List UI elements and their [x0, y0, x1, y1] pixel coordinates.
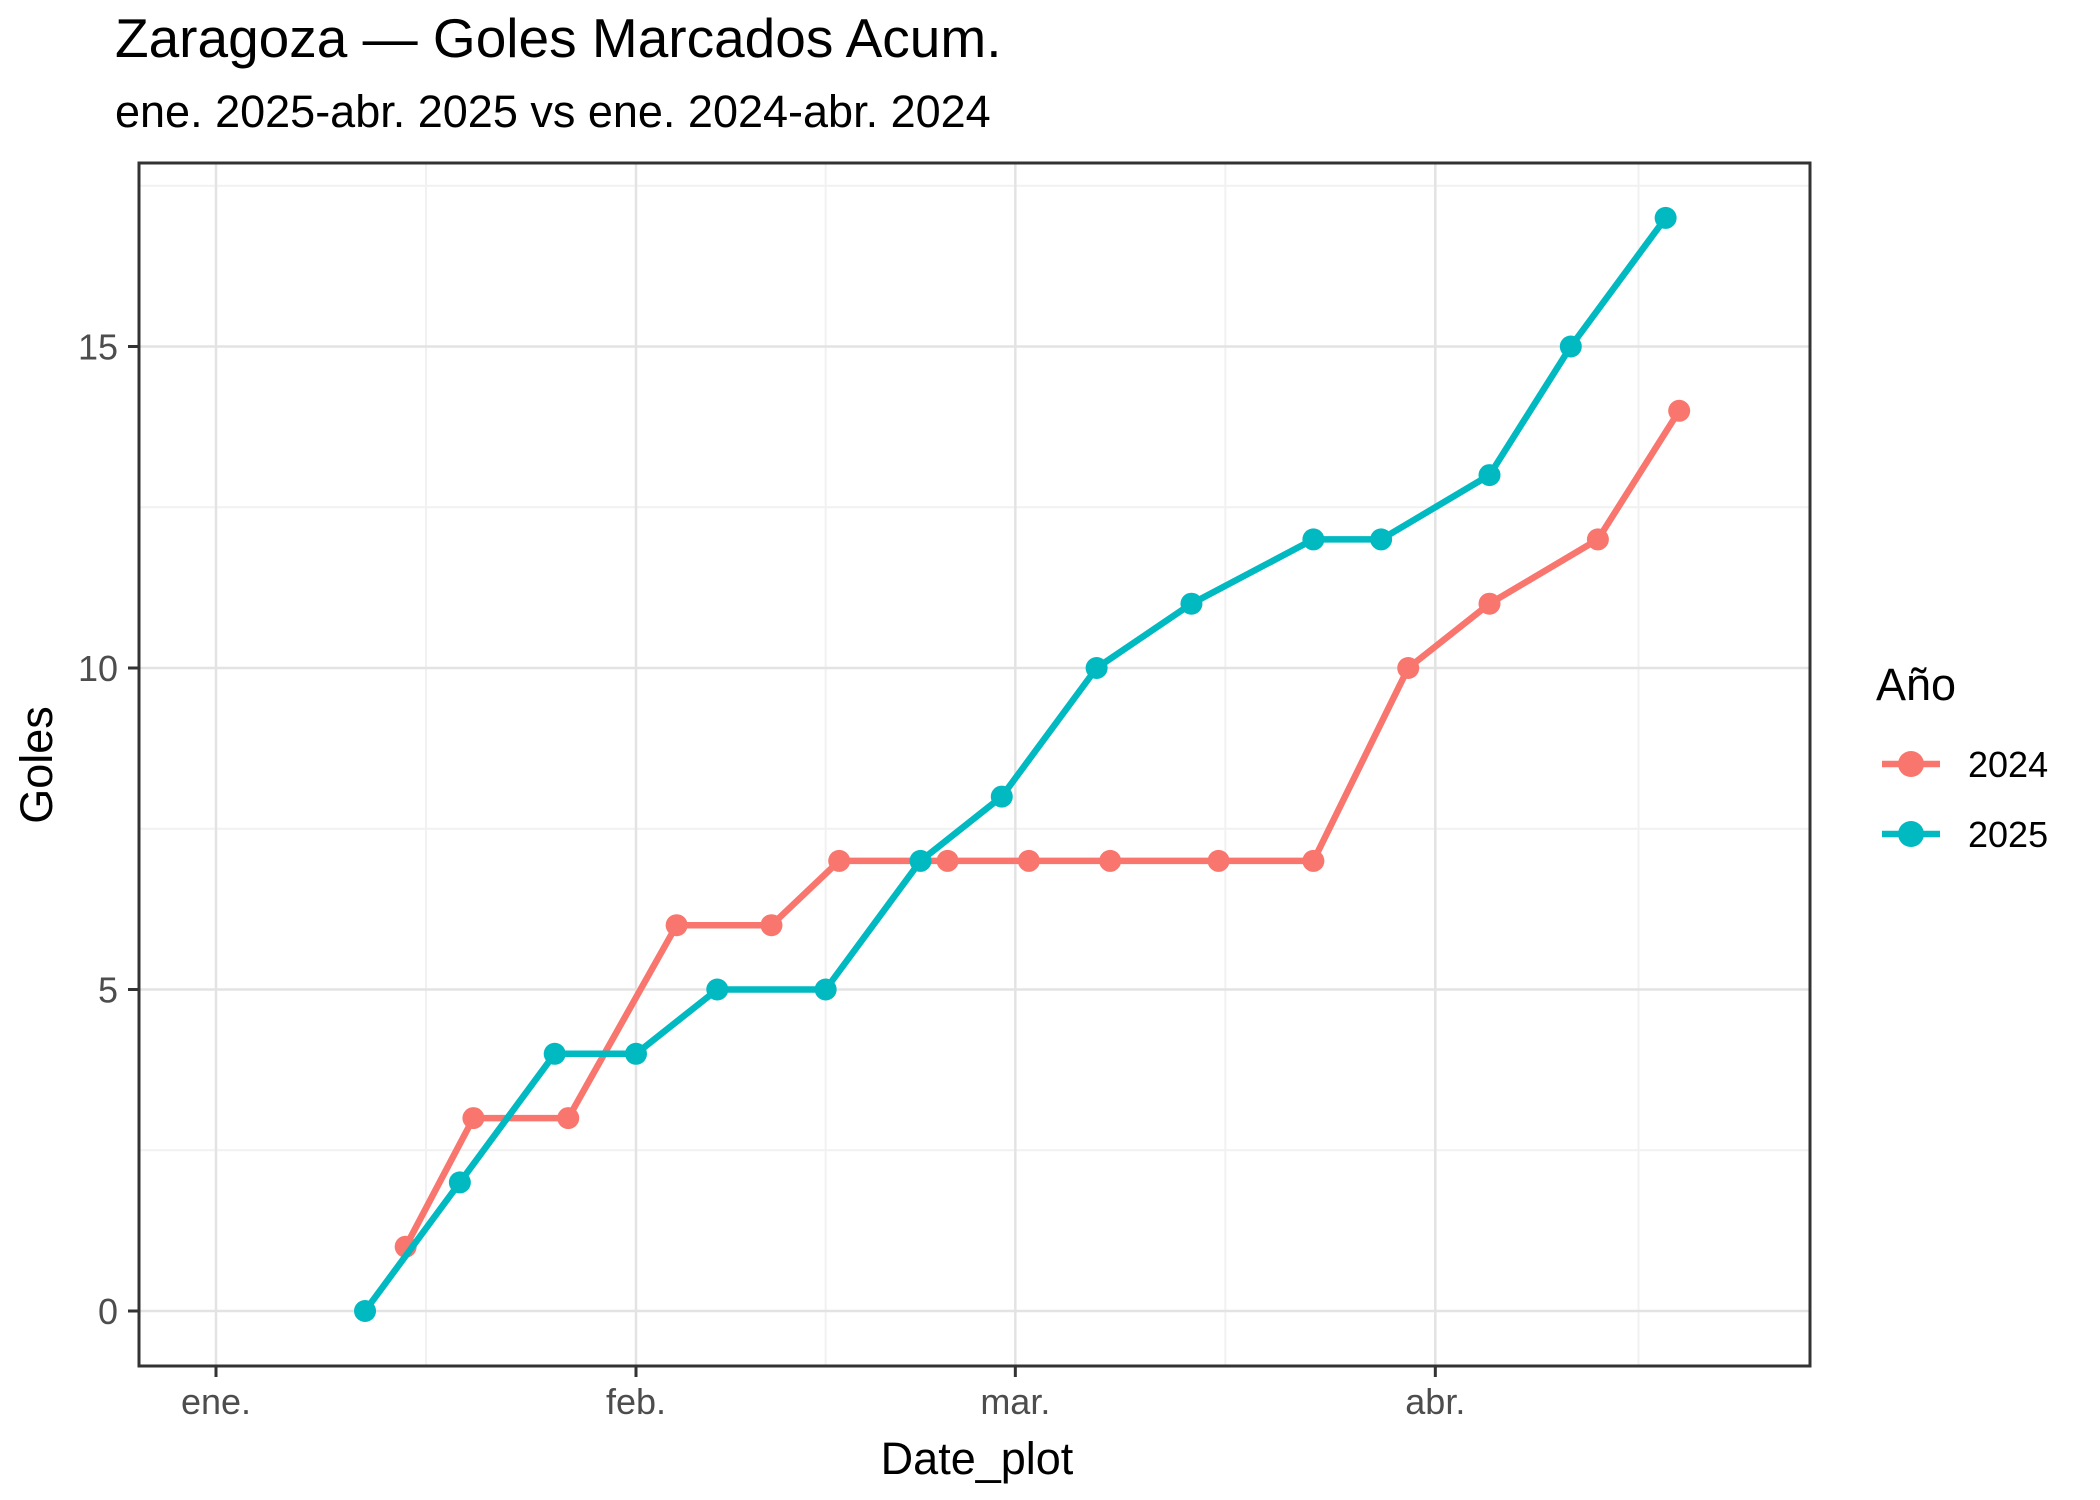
axis-tick-labels: ene. feb. mar. abr. 0 5 10 15: [78, 327, 1465, 1423]
legend-key-point-2024: [1898, 751, 1924, 777]
data-point-2024: [1302, 849, 1325, 872]
data-point-2025: [706, 978, 729, 1001]
data-point-2024: [1668, 399, 1691, 422]
data-point-2024: [828, 849, 851, 872]
data-point-2025: [448, 1171, 471, 1194]
y-tick-label: 15: [78, 327, 118, 368]
data-point-2024: [1099, 849, 1122, 872]
x-tick-label: ene.: [181, 1381, 251, 1422]
data-point-2024: [1397, 657, 1420, 679]
legend-entries: 2024 2025: [1882, 744, 2048, 855]
data-point-2024: [936, 849, 959, 872]
data-point-2025: [909, 849, 932, 872]
y-tick-label: 5: [98, 970, 118, 1011]
data-point-2025: [1085, 657, 1108, 679]
legend-entry-label: 2024: [1968, 744, 2048, 785]
data-point-2025: [1559, 335, 1582, 358]
data-point-2025: [624, 1042, 647, 1065]
x-tick-label: abr.: [1405, 1381, 1465, 1422]
x-axis-title: Date_plot: [881, 1433, 1074, 1484]
grid-major: [139, 163, 1810, 1366]
y-tick-label: 10: [78, 648, 118, 689]
legend-title: Año: [1876, 659, 1956, 710]
panel-border: [137, 161, 1812, 1368]
data-point-2024: [557, 1107, 580, 1130]
y-tick-label: 0: [98, 1291, 118, 1332]
grid-minor: [139, 163, 1810, 1366]
data-point-2024: [760, 914, 783, 937]
data-point-2025: [1370, 528, 1393, 551]
data-point-2024: [665, 914, 688, 937]
chart-title: Zaragoza — Goles Marcados Acum.: [115, 7, 1001, 69]
data-point-2025: [1654, 206, 1677, 229]
x-tick-label: feb.: [606, 1381, 666, 1422]
data-point-2025: [1302, 528, 1325, 551]
data-point-2024: [1586, 528, 1609, 551]
data-point-2025: [1478, 464, 1501, 487]
axis-tick-marks: [128, 345, 1437, 1377]
data-series: [354, 206, 1691, 1322]
legend-key-point-2025: [1898, 821, 1924, 847]
data-point-2025: [990, 785, 1013, 808]
data-point-2024: [1207, 849, 1230, 872]
legend: Año 2024 2025: [1876, 659, 2048, 855]
data-point-2024: [462, 1107, 485, 1130]
data-point-2024: [1017, 849, 1040, 872]
data-point-2025: [814, 978, 837, 1001]
data-point-2024: [1478, 592, 1501, 615]
x-tick-label: mar.: [980, 1381, 1050, 1422]
data-point-2025: [354, 1300, 377, 1322]
data-point-2025: [1180, 592, 1203, 615]
data-point-2025: [543, 1042, 566, 1065]
y-axis-title: Goles: [11, 706, 62, 824]
chart-subtitle: ene. 2025-abr. 2025 vs ene. 2024-abr. 20…: [115, 86, 991, 137]
legend-entry-label: 2025: [1968, 814, 2048, 855]
panel-background: [139, 163, 1810, 1366]
